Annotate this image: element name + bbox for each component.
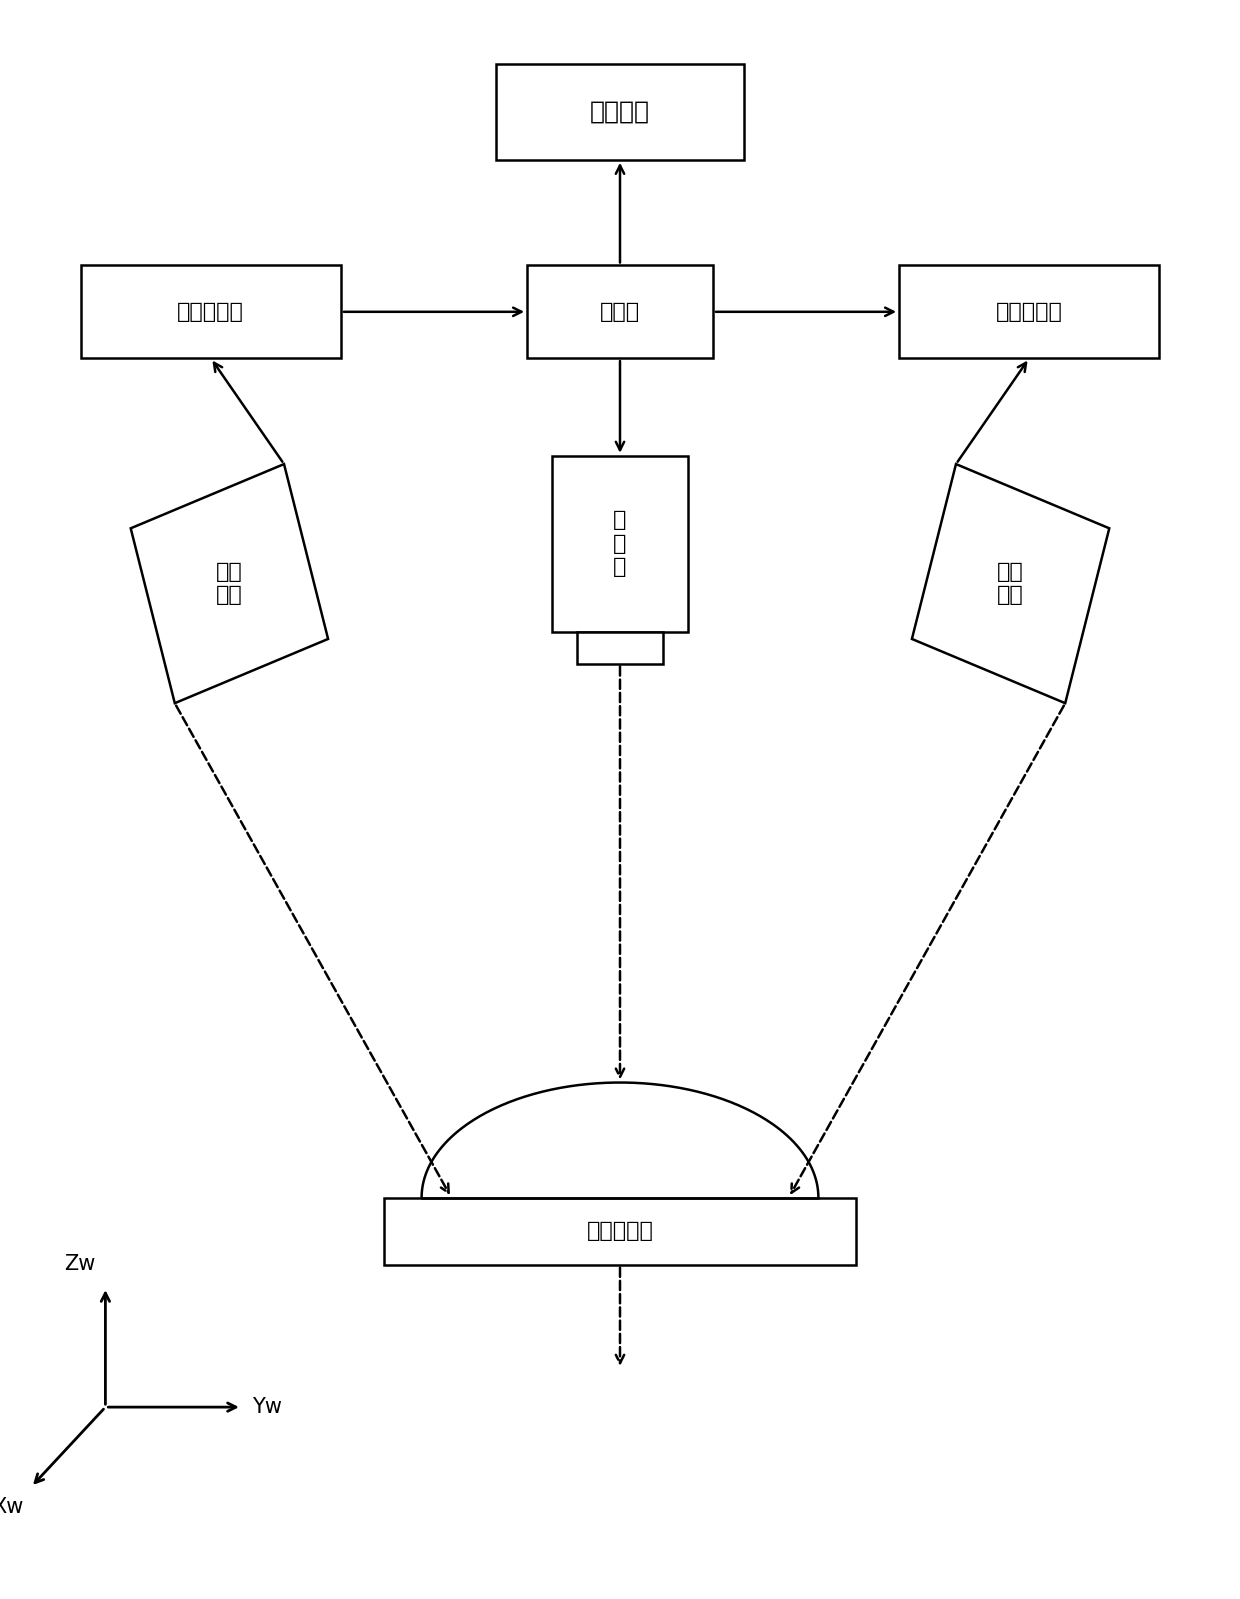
Bar — [552, 456, 688, 632]
Text: Yw: Yw — [252, 1398, 281, 1417]
Polygon shape — [130, 464, 329, 704]
Text: 计算机: 计算机 — [600, 302, 640, 321]
Bar — [81, 265, 341, 358]
Text: 图像采集卡: 图像采集卡 — [177, 302, 244, 321]
Bar — [899, 265, 1159, 358]
Text: 投
影
仪: 投 影 仪 — [614, 510, 626, 577]
Bar — [527, 265, 713, 358]
Text: 左摄
像机: 左摄 像机 — [216, 561, 243, 606]
Text: Xw: Xw — [0, 1497, 24, 1517]
Polygon shape — [911, 464, 1110, 704]
Bar — [577, 632, 663, 664]
Bar — [496, 64, 744, 160]
Text: 被检测物体: 被检测物体 — [587, 1222, 653, 1241]
Text: 图像采集卡: 图像采集卡 — [996, 302, 1063, 321]
Text: 右摄
像机: 右摄 像机 — [997, 561, 1024, 606]
Bar — [384, 1198, 856, 1265]
Text: 显示设备: 显示设备 — [590, 99, 650, 125]
Text: Zw: Zw — [64, 1254, 95, 1274]
